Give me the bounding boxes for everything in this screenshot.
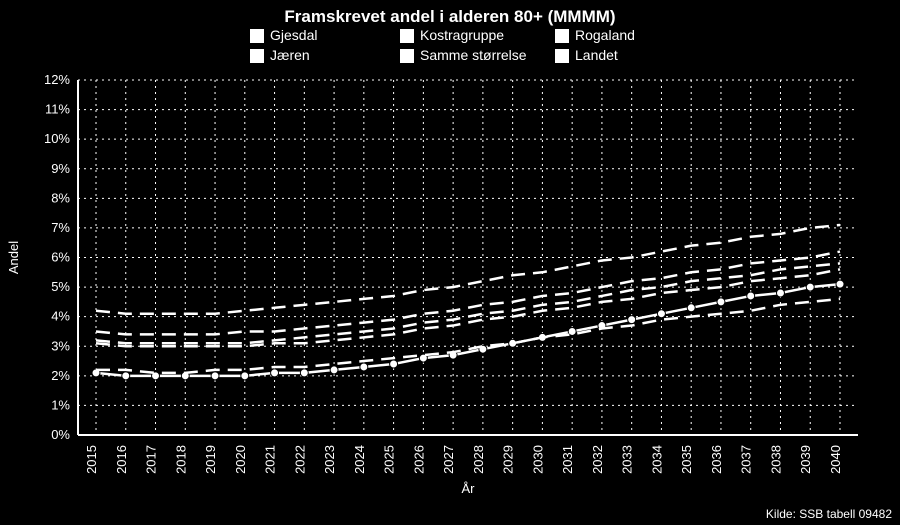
y-tick-label: 8% [51,190,70,205]
legend-swatch [555,49,569,63]
marker [300,369,308,377]
x-tick-label: 2018 [173,445,188,474]
y-tick-label: 0% [51,427,70,442]
y-tick-label: 4% [51,309,70,324]
marker [806,283,814,291]
x-tick-label: 2027 [441,445,456,474]
x-tick-label: 2016 [114,445,129,474]
y-tick-label: 9% [51,161,70,176]
y-tick-label: 5% [51,279,70,294]
x-tick-label: 2032 [590,445,605,474]
marker [657,310,665,318]
x-tick-label: 2034 [649,445,664,474]
legend-label: Gjesdal [270,27,317,43]
y-tick-label: 2% [51,368,70,383]
marker [717,298,725,306]
x-tick-label: 2037 [739,445,754,474]
y-tick-label: 1% [51,397,70,412]
x-tick-label: 2022 [292,445,307,474]
legend-label: Samme størrelse [420,47,527,63]
x-tick-label: 2020 [233,445,248,474]
marker [687,304,695,312]
legend-label: Jæren [270,47,310,63]
y-tick-label: 12% [44,72,70,87]
y-tick-label: 3% [51,338,70,353]
source-text: Kilde: SSB tabell 09482 [766,507,892,521]
x-tick-label: 2033 [620,445,635,474]
x-tick-label: 2040 [828,445,843,474]
x-tick-label: 2025 [382,445,397,474]
x-tick-label: 2030 [530,445,545,474]
x-tick-label: 2036 [709,445,724,474]
marker [628,316,636,324]
x-tick-label: 2021 [263,445,278,474]
x-tick-label: 2029 [501,445,516,474]
legend-swatch [250,29,264,43]
x-tick-label: 2028 [471,445,486,474]
legend-label: Kostragruppe [420,27,504,43]
marker [330,366,338,374]
marker [568,327,576,335]
marker [122,372,130,380]
legend-swatch [250,49,264,63]
x-tick-label: 2015 [84,445,99,474]
y-tick-label: 6% [51,250,70,265]
chart-title: Framskrevet andel i alderen 80+ (MMMM) [284,7,615,26]
y-tick-label: 11% [45,102,70,117]
marker [836,280,844,288]
legend-label: Rogaland [575,27,635,43]
x-tick-label: 2039 [798,445,813,474]
marker [776,289,784,297]
marker [241,372,249,380]
legend-label: Landet [575,47,618,63]
legend-swatch [555,29,569,43]
x-tick-label: 2035 [679,445,694,474]
marker [271,369,279,377]
marker [360,363,368,371]
x-tick-label: 2026 [411,445,426,474]
x-tick-label: 2024 [352,445,367,474]
x-tick-label: 2017 [144,445,159,474]
y-tick-label: 10% [44,131,70,146]
x-tick-label: 2019 [203,445,218,474]
legend-swatch [400,49,414,63]
marker [211,372,219,380]
chart-canvas: Framskrevet andel i alderen 80+ (MMMM) G… [0,0,900,525]
x-tick-label: 2038 [768,445,783,474]
y-tick-label: 7% [51,220,70,235]
x-tick-label: 2031 [560,445,575,474]
x-tick-label: 2023 [322,445,337,474]
legend-swatch [400,29,414,43]
marker [390,360,398,368]
marker [747,292,755,300]
y-axis-label: Andel [6,241,21,274]
x-axis-label: År [462,481,476,496]
